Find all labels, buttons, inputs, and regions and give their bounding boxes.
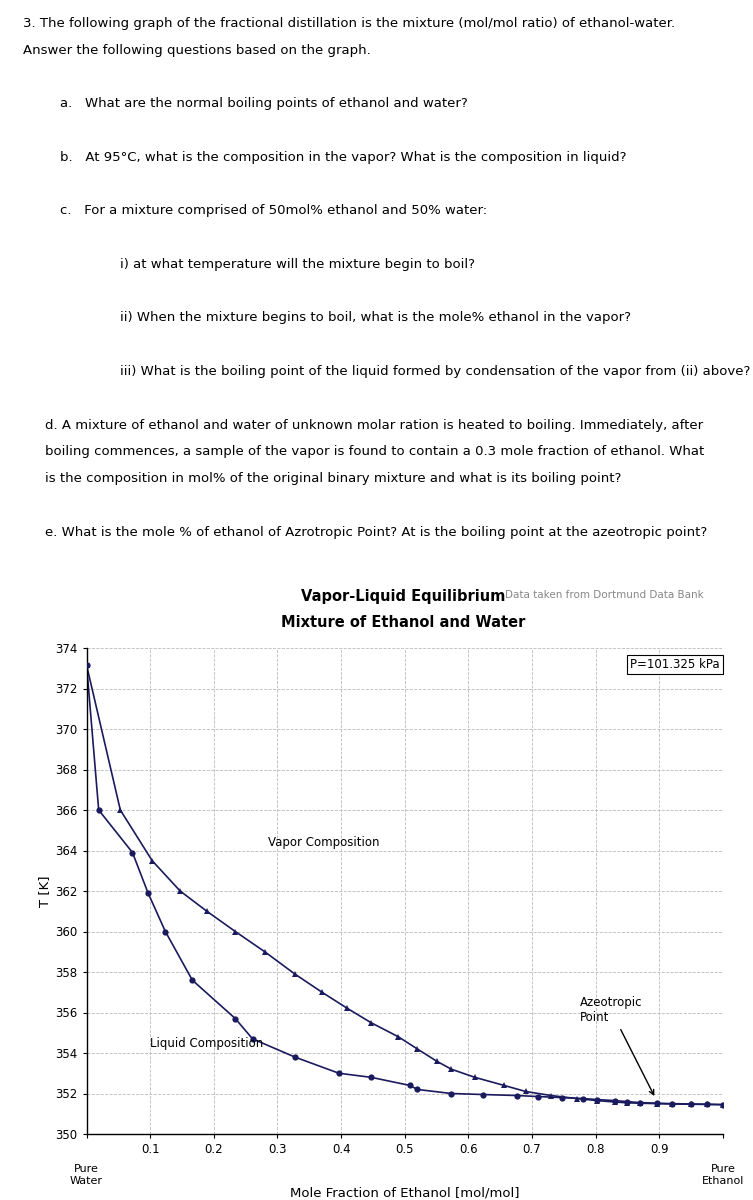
Text: ii) When the mixture begins to boil, what is the mole% ethanol in the vapor?: ii) When the mixture begins to boil, wha…	[120, 311, 632, 324]
Text: Data taken from Dortmund Data Bank: Data taken from Dortmund Data Bank	[505, 590, 704, 600]
Text: b.   At 95°C, what is the composition in the vapor? What is the composition in l: b. At 95°C, what is the composition in t…	[60, 151, 626, 163]
Text: d. A mixture of ethanol and water of unknown molar ration is heated to boiling. : d. A mixture of ethanol and water of unk…	[45, 419, 703, 432]
X-axis label: Mole Fraction of Ethanol [mol/mol]: Mole Fraction of Ethanol [mol/mol]	[290, 1187, 520, 1200]
Text: P=101.325 kPa: P=101.325 kPa	[630, 658, 720, 671]
Text: e. What is the mole % of ethanol of Azrotropic Point? At is the boiling point at: e. What is the mole % of ethanol of Azro…	[45, 526, 707, 539]
Text: c.   For a mixture comprised of 50mol% ethanol and 50% water:: c. For a mixture comprised of 50mol% eth…	[60, 204, 487, 217]
Text: i) at what temperature will the mixture begin to boil?: i) at what temperature will the mixture …	[120, 258, 475, 271]
Text: Mixture of Ethanol and Water: Mixture of Ethanol and Water	[281, 614, 525, 630]
Text: boiling commences, a sample of the vapor is found to contain a 0.3 mole fraction: boiling commences, a sample of the vapor…	[45, 445, 704, 458]
Text: iii) What is the boiling point of the liquid formed by condensation of the vapor: iii) What is the boiling point of the li…	[120, 365, 751, 378]
Text: Answer the following questions based on the graph.: Answer the following questions based on …	[23, 43, 370, 56]
Text: Azeotropic
Point: Azeotropic Point	[580, 996, 654, 1094]
Text: Vapor-Liquid Equilibrium: Vapor-Liquid Equilibrium	[300, 588, 505, 604]
Text: 3. The following graph of the fractional distillation is the mixture (mol/mol ra: 3. The following graph of the fractional…	[23, 17, 675, 30]
Y-axis label: T [K]: T [K]	[38, 875, 51, 907]
Text: a.   What are the normal boiling points of ethanol and water?: a. What are the normal boiling points of…	[60, 97, 468, 110]
Text: Liquid Composition: Liquid Composition	[150, 1037, 264, 1050]
Text: Pure
Water: Pure Water	[70, 1164, 103, 1186]
Text: is the composition in mol% of the original binary mixture and what is its boilin: is the composition in mol% of the origin…	[45, 472, 621, 485]
Text: Pure
Ethanol: Pure Ethanol	[702, 1164, 744, 1186]
Text: Vapor Composition: Vapor Composition	[268, 836, 380, 850]
